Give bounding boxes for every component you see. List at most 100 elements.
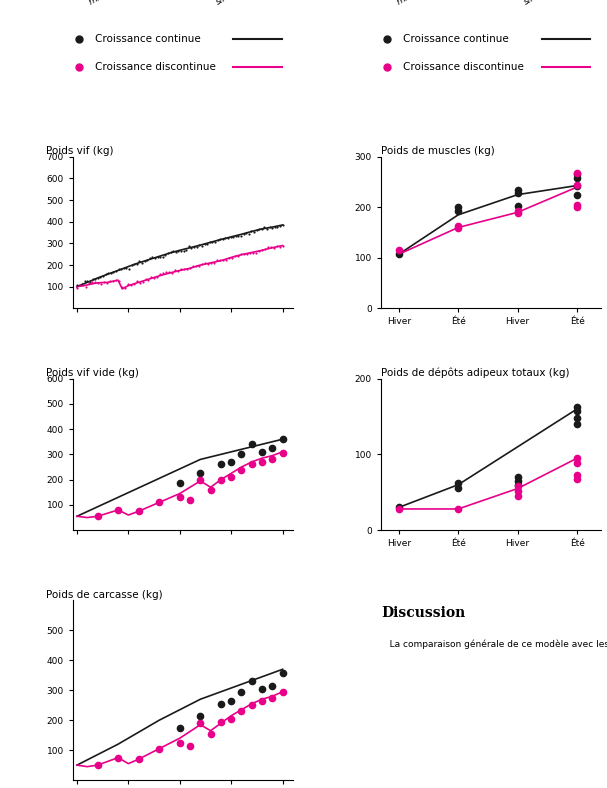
Point — [272, 240, 282, 252]
Point — [158, 251, 168, 263]
Point — [185, 262, 195, 274]
Point — [179, 244, 189, 257]
Point — [212, 234, 222, 247]
Point — [152, 271, 162, 284]
Point — [143, 254, 152, 266]
Point — [87, 276, 97, 288]
Point — [111, 265, 121, 277]
Point — [168, 267, 177, 280]
Point — [248, 247, 257, 259]
Point — [218, 232, 228, 245]
Point — [164, 266, 174, 279]
Point — [192, 241, 202, 254]
Point — [269, 242, 279, 255]
Point — [230, 250, 240, 262]
Point — [203, 258, 213, 270]
Point — [278, 240, 288, 252]
Point — [251, 247, 260, 259]
Point — [166, 245, 175, 258]
Point — [81, 281, 91, 293]
Point — [123, 278, 132, 291]
Point — [206, 257, 216, 269]
Point — [96, 277, 106, 290]
Text: Croissance continue: Croissance continue — [95, 35, 200, 44]
Point — [278, 218, 288, 231]
Point — [205, 236, 214, 248]
Point — [182, 262, 192, 275]
Point — [231, 230, 240, 243]
Point — [114, 262, 123, 275]
Point — [132, 275, 141, 288]
Point — [155, 268, 165, 281]
Text: Poids vif vide (kg): Poids vif vide (kg) — [47, 368, 140, 377]
Point — [210, 236, 220, 248]
Point — [153, 251, 163, 263]
Point — [150, 251, 160, 264]
Point — [137, 257, 147, 269]
Point — [101, 267, 110, 280]
Text: Discussion: Discussion — [381, 606, 465, 620]
Text: Croissance discontinue: Croissance discontinue — [95, 61, 215, 72]
Point — [239, 227, 248, 240]
Point — [266, 241, 276, 254]
Point — [158, 267, 168, 280]
Point — [221, 254, 231, 266]
Point — [72, 279, 82, 292]
Point — [184, 240, 194, 253]
Point — [148, 251, 157, 263]
Point — [84, 277, 93, 290]
Point — [129, 258, 139, 270]
Point — [168, 245, 178, 258]
Point — [77, 277, 87, 290]
Point — [244, 228, 254, 240]
Text: Valeurs
mesurées: Valeurs mesurées — [82, 0, 130, 6]
Point — [99, 275, 109, 288]
Point — [236, 248, 246, 261]
Point — [105, 274, 115, 287]
Point — [124, 262, 134, 275]
Point — [218, 254, 228, 266]
Point — [83, 274, 92, 287]
Point — [111, 273, 121, 286]
Point — [102, 277, 112, 289]
Point — [186, 241, 196, 254]
Point — [119, 262, 129, 274]
Point — [226, 231, 236, 243]
Text: Valeurs
mesurées: Valeurs mesurées — [390, 0, 438, 6]
Point — [171, 245, 181, 258]
Point — [275, 220, 285, 232]
Text: Croissance continue: Croissance continue — [403, 35, 509, 44]
Point — [257, 222, 266, 235]
Point — [197, 240, 207, 252]
Point — [117, 263, 126, 276]
Point — [171, 264, 180, 277]
Point — [273, 220, 282, 232]
Point — [127, 258, 137, 271]
Point — [189, 241, 199, 254]
Point — [145, 251, 155, 264]
Point — [228, 231, 238, 243]
Point — [93, 277, 103, 289]
Point — [174, 244, 183, 257]
Point — [140, 255, 149, 267]
Point — [103, 267, 113, 280]
Point — [209, 256, 219, 269]
Point — [78, 279, 88, 292]
Point — [174, 265, 183, 277]
Point — [75, 279, 85, 292]
Point — [245, 246, 255, 258]
Point — [149, 271, 159, 284]
Point — [215, 233, 225, 246]
Point — [223, 232, 233, 244]
Point — [90, 276, 100, 288]
Point — [236, 229, 246, 242]
Point — [233, 250, 243, 262]
Point — [270, 221, 280, 234]
Text: Valeurs
simulées: Valeurs simulées — [209, 0, 254, 6]
Point — [257, 244, 266, 257]
Point — [144, 274, 154, 287]
Point — [227, 251, 237, 264]
Point — [95, 270, 105, 283]
Point — [75, 279, 84, 292]
Point — [135, 255, 144, 267]
